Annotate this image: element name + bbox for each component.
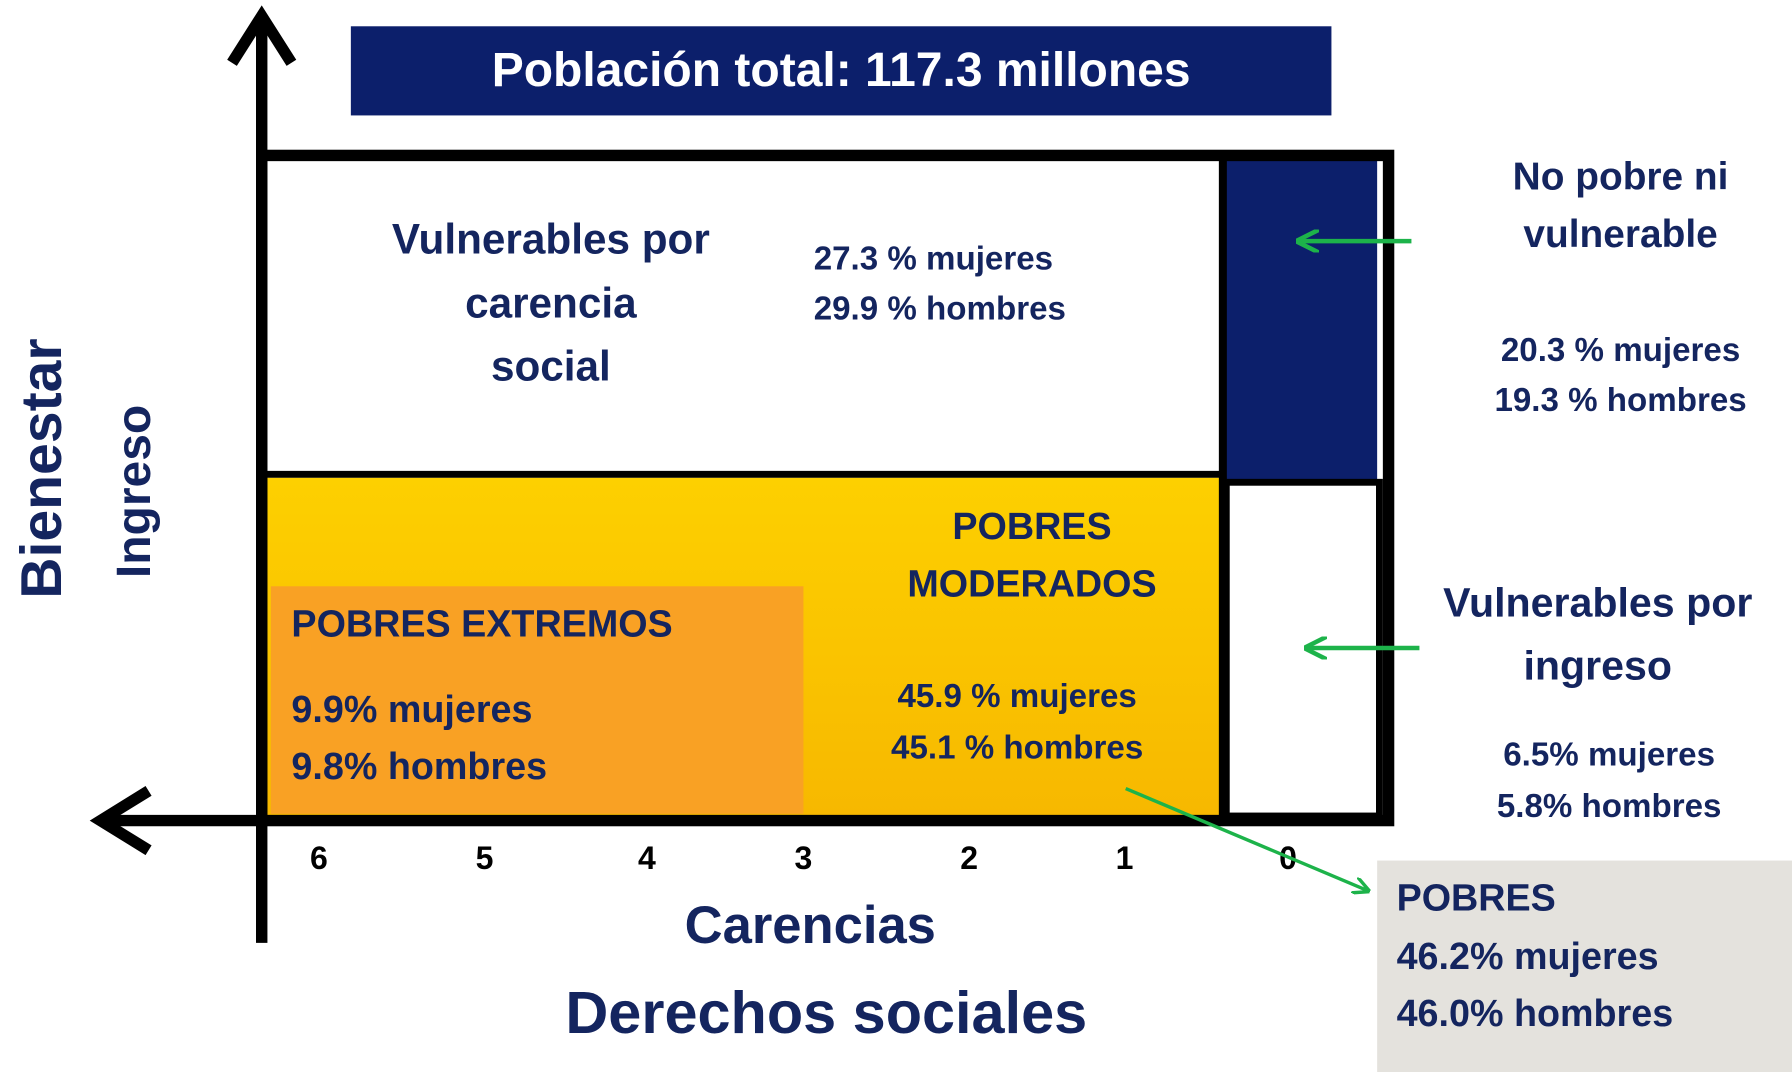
region-stat: 20.3 % mujeres <box>1501 332 1740 369</box>
x-tick-label: 1 <box>1116 840 1134 876</box>
region-label: No pobre ni <box>1513 156 1729 199</box>
region-label: carencia <box>465 279 637 326</box>
y-arrowhead <box>227 5 297 66</box>
region-stat: 45.9 % mujeres <box>897 678 1136 715</box>
region-stat: 9.8% hombres <box>291 745 547 787</box>
title-box <box>350 26 1332 116</box>
region-label: social <box>491 342 611 389</box>
x-arrowhead <box>89 785 152 856</box>
region-label: POBRES EXTREMOS <box>291 602 672 644</box>
region-label: ingreso <box>1523 642 1672 688</box>
region-label: vulnerable <box>1523 213 1717 256</box>
region-stat: 9.9% mujeres <box>291 688 532 730</box>
x-tick-label: 5 <box>476 840 494 876</box>
region-stat: 6.5% mujeres <box>1503 736 1715 773</box>
region-stat: 46.0% hombres <box>1397 992 1674 1034</box>
non-poor-region <box>1226 160 1378 480</box>
region-stat: 27.3 % mujeres <box>814 240 1053 277</box>
y-axis-label: Ingreso <box>108 405 161 578</box>
region-label: POBRES <box>952 505 1111 547</box>
region-stat: 45.1 % hombres <box>891 729 1143 766</box>
region-stat: 5.8% hombres <box>1497 788 1722 825</box>
region-stat: 46.2% mujeres <box>1397 935 1659 977</box>
x-axis-label: Carencias <box>685 896 936 955</box>
region-stat: 29.9 % hombres <box>814 291 1066 328</box>
y-axis-label: Bienestar <box>10 338 74 598</box>
x-tick-label: 6 <box>310 840 328 876</box>
region-label: POBRES <box>1397 877 1556 919</box>
region-label: Vulnerables por <box>392 215 710 262</box>
region-label: MODERADOS <box>907 562 1156 604</box>
x-tick-label: 2 <box>960 840 978 876</box>
extreme-region <box>270 586 804 814</box>
pointer-arrow <box>1125 786 1367 891</box>
x-tick-label: 4 <box>638 840 656 876</box>
poor-summary-box <box>1377 860 1792 1072</box>
x-axis-sublabel: Derechos sociales <box>565 979 1087 1046</box>
region-stat: 19.3 % hombres <box>1494 382 1746 419</box>
region-label: Vulnerables por <box>1443 580 1752 626</box>
title: Población total: 117.3 millones <box>492 44 1191 97</box>
x-tick-label: 3 <box>795 840 813 876</box>
